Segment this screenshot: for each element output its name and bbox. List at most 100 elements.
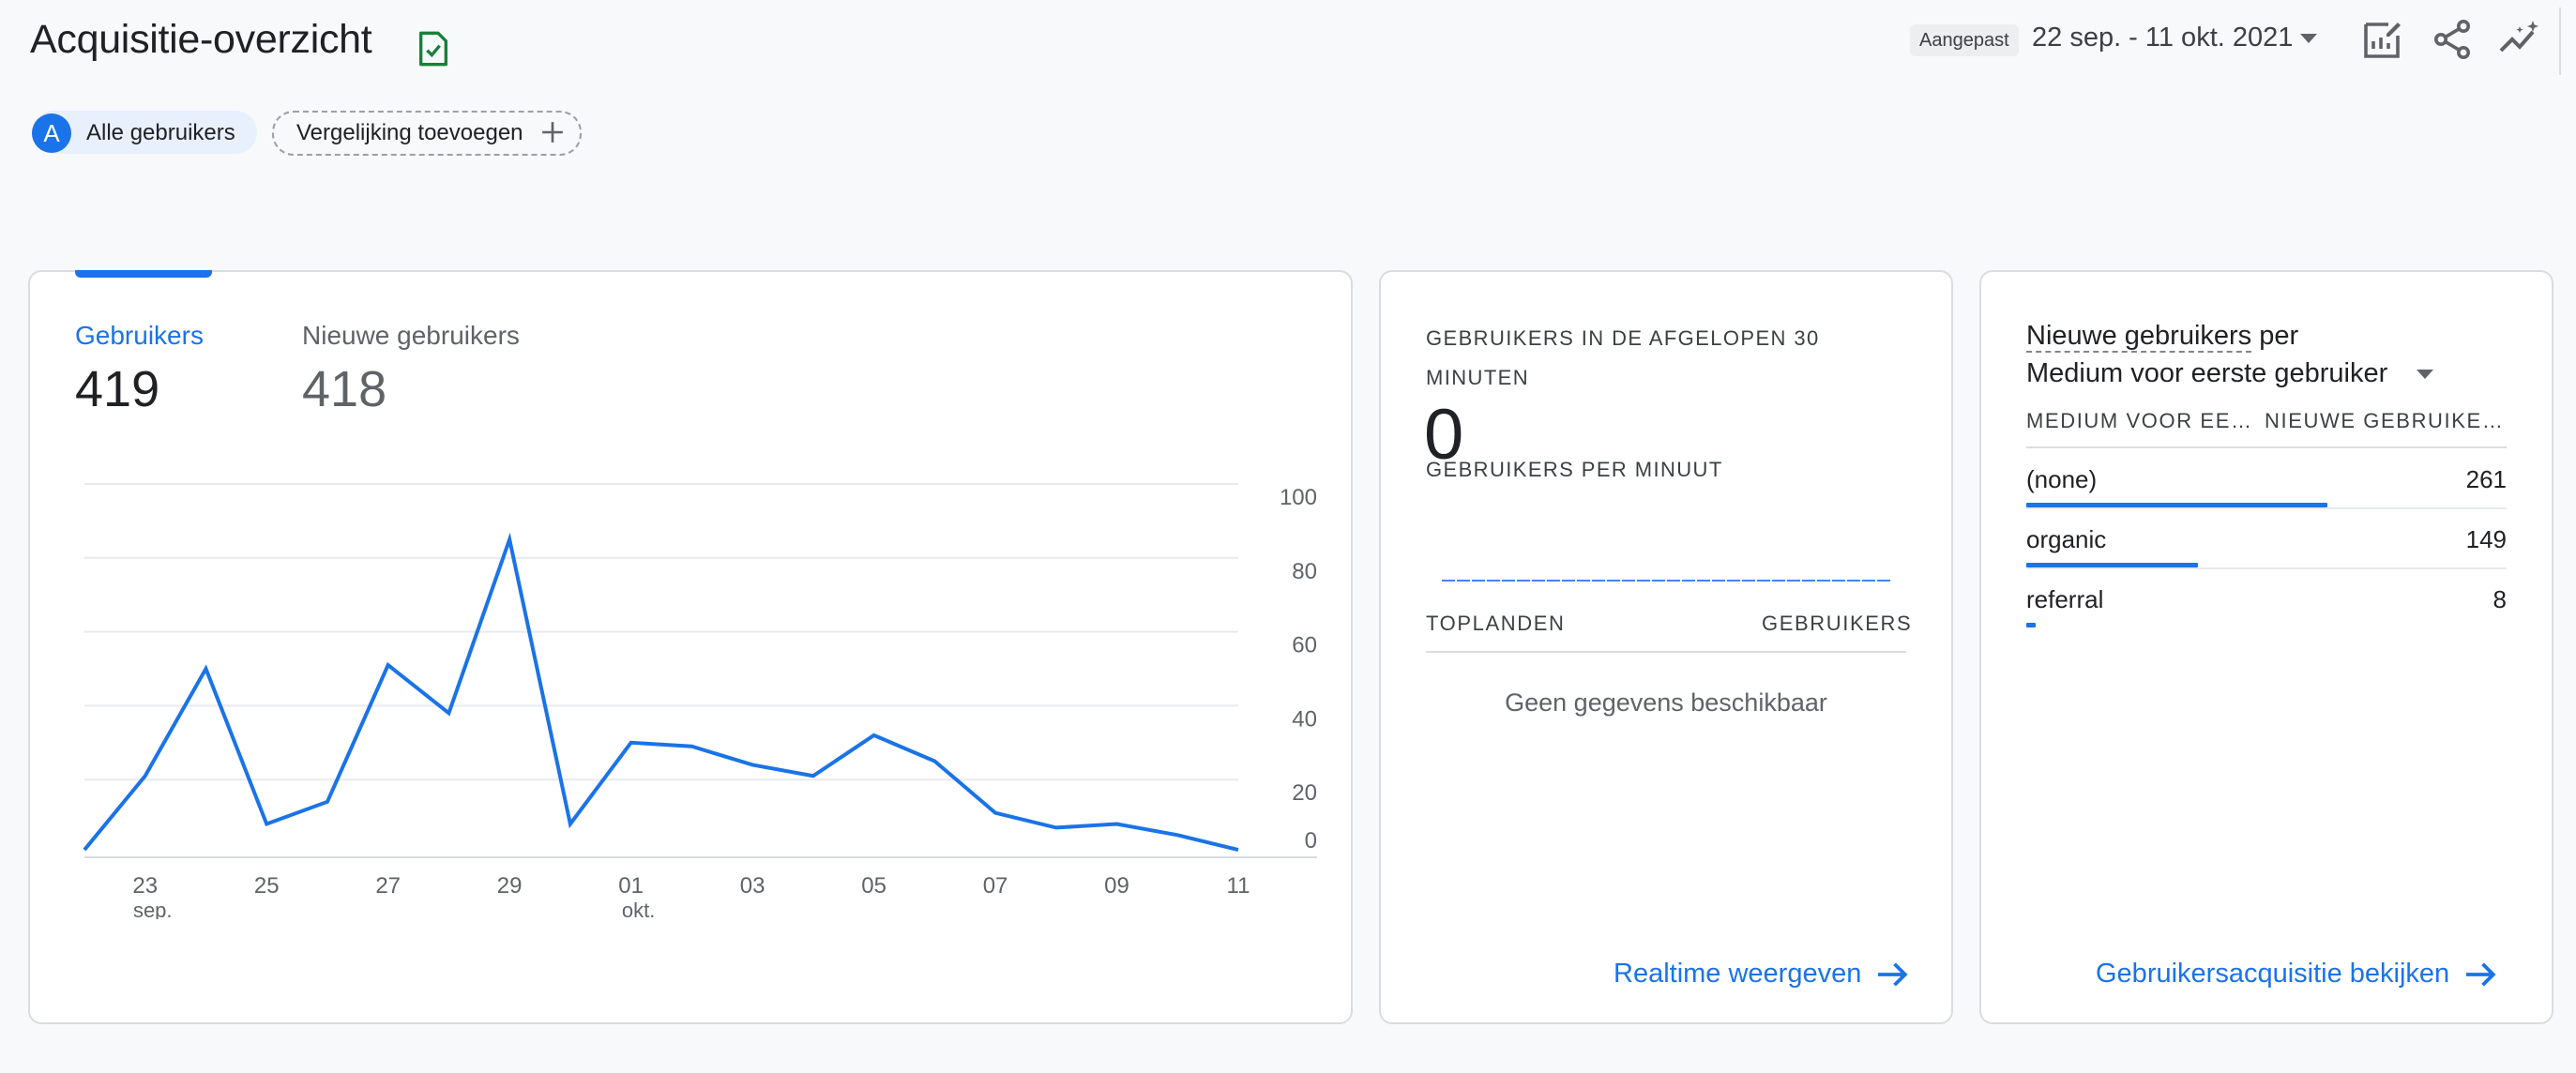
minute-bar	[1832, 580, 1845, 582]
data-point[interactable]	[750, 762, 755, 767]
realtime-card	[1379, 270, 1953, 1024]
new-users-count: 418	[302, 361, 387, 417]
share-icon[interactable]	[2430, 17, 2475, 62]
top-countries-header: TOPLANDEN	[1426, 612, 1566, 635]
y-tick-label: 20	[1292, 780, 1317, 806]
users-per-minute-label: GEBRUIKERS PER MINUUT	[1426, 458, 1723, 481]
x-tick-label: 09	[1104, 873, 1129, 899]
medium-column-header: MEDIUM VOOR EERSTE GEBRUIKER	[2026, 409, 2261, 432]
table-row-label: organic	[2026, 525, 2107, 553]
data-point[interactable]	[871, 733, 877, 738]
minute-bar	[1607, 580, 1620, 582]
data-point[interactable]	[811, 773, 816, 778]
data-point[interactable]	[203, 666, 208, 672]
x-tick-label: 25	[254, 873, 280, 899]
view-realtime-link[interactable]: Realtime weergeven	[1614, 959, 1912, 990]
tab-new-users[interactable]: Nieuwe gebruikers	[302, 321, 520, 350]
minute-bar	[1787, 580, 1800, 582]
chevron-down-icon[interactable]	[2300, 34, 2317, 43]
date-preset-badge[interactable]: Aangepast	[1910, 24, 2019, 56]
add-comparison-chip[interactable]	[272, 111, 582, 156]
share-bar	[2026, 563, 2198, 567]
data-point[interactable]	[629, 740, 634, 746]
data-point[interactable]	[568, 821, 573, 826]
minute-bar	[1592, 580, 1605, 582]
metric-selector[interactable]: Nieuwe gebruikers	[2026, 321, 2252, 353]
realtime-title: GEBRUIKERS IN DE AFGELOPEN 30 MINUTEN	[1426, 326, 1820, 389]
x-tick-label: 05	[861, 873, 886, 899]
segment-avatar: A	[32, 113, 71, 153]
y-tick-label: 60	[1292, 633, 1317, 658]
data-point[interactable]	[932, 759, 937, 764]
minute-bar	[1652, 580, 1665, 582]
x-tick-label: 03	[740, 873, 765, 899]
plus-icon	[542, 122, 563, 143]
x-tick-label: 29	[497, 873, 523, 899]
date-range-picker[interactable]: 22 sep. - 11 okt. 2021	[2032, 23, 2294, 53]
tab-users[interactable]: Gebruikers	[75, 321, 204, 350]
x-tick-label: 07	[983, 873, 1008, 899]
dimension-selector[interactable]: Medium voor eerste gebruiker	[2026, 358, 2388, 388]
active-tab-indicator	[75, 270, 212, 278]
view-user-acquisition-link[interactable]: Gebruikersacquisitie bekijken	[2096, 959, 2500, 990]
report-edit-icon[interactable]	[2360, 17, 2405, 62]
y-tick-label: 80	[1292, 559, 1317, 584]
data-point[interactable]	[507, 536, 512, 542]
minute-bar	[1637, 580, 1650, 582]
users-count: 419	[75, 361, 160, 417]
new-users-by-medium-card	[1979, 270, 2553, 1024]
minute-bar	[1532, 580, 1545, 582]
minute-bar	[1622, 580, 1635, 582]
minute-bar	[1562, 580, 1575, 582]
table-divider	[1426, 651, 1906, 653]
minute-bar	[1547, 580, 1560, 582]
header-divider	[2559, 8, 2561, 75]
series-line-0[interactable]	[83, 532, 1239, 853]
page-title: Acquisitie-overzicht	[30, 17, 372, 62]
arrow-right-icon	[2466, 961, 2496, 987]
minute-bar	[1862, 580, 1875, 582]
new-users-column-header: NIEUWE GEBRUIKERS	[2265, 409, 2505, 432]
minute-bar	[1487, 580, 1500, 582]
x-tick-label: 27	[375, 873, 401, 899]
minute-bar	[1877, 580, 1890, 582]
title-per: per	[2259, 321, 2299, 351]
data-point[interactable]	[1174, 832, 1180, 838]
verified-report-icon[interactable]	[415, 30, 452, 68]
realtime-users-header: GEBRUIKERS	[1762, 612, 1913, 635]
view-user-acquisition-label: Gebruikersacquisitie bekijken	[2096, 959, 2450, 989]
data-point[interactable]	[1114, 821, 1120, 826]
x-tick-sublabel: okt.	[622, 899, 655, 919]
data-point[interactable]	[386, 662, 391, 668]
y-tick-label: 0	[1305, 828, 1317, 854]
y-tick-label: 100	[1280, 485, 1317, 510]
table-row-label: (none)	[2026, 465, 2098, 493]
row-divider	[2026, 567, 2507, 569]
minute-bar	[1517, 580, 1530, 582]
minute-bar	[1577, 580, 1590, 582]
data-point[interactable]	[82, 847, 87, 853]
minute-bar	[1712, 580, 1725, 582]
chevron-down-icon[interactable]	[2417, 370, 2433, 379]
data-point[interactable]	[993, 810, 998, 816]
table-row-label: referral	[2026, 585, 2104, 613]
minute-bar	[1502, 580, 1515, 582]
table-header-divider	[2026, 446, 2507, 448]
minute-bar	[1802, 580, 1815, 582]
data-point[interactable]	[143, 773, 148, 778]
data-point[interactable]	[325, 799, 330, 805]
add-comparison-label: Vergelijking toevoegen	[296, 120, 523, 145]
minute-bar	[1727, 580, 1740, 582]
x-tick-label: 23	[132, 873, 158, 899]
x-tick-sublabel: sep.	[133, 899, 173, 919]
data-point[interactable]	[1235, 847, 1241, 853]
minute-bar	[1817, 580, 1830, 582]
insights-icon[interactable]	[2497, 17, 2542, 62]
data-point[interactable]	[689, 744, 694, 749]
all-users-label: Alle gebruikers	[86, 120, 235, 145]
data-point[interactable]	[446, 710, 451, 716]
data-point[interactable]	[1053, 824, 1059, 830]
share-bar	[2026, 623, 2036, 627]
data-point[interactable]	[264, 821, 269, 826]
